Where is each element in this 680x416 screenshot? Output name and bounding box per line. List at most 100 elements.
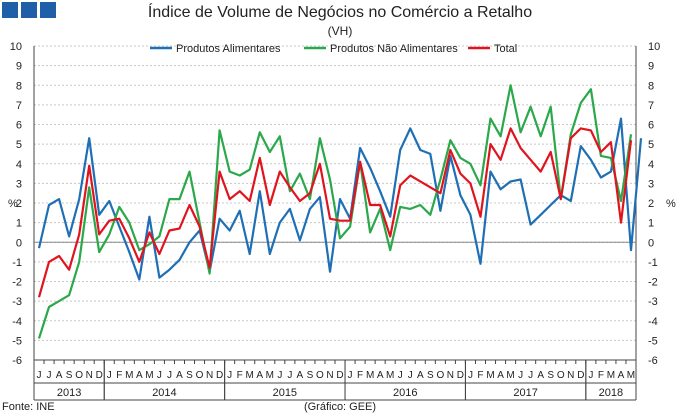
y-tick-label-right: 0 [648,237,654,249]
x-tick-label: J [348,370,353,381]
year-label: 2013 [57,387,81,399]
x-tick-label: N [86,370,93,381]
y-tick-label-right: 3 [648,178,654,190]
x-tick-label: S [307,370,314,381]
x-tick-label: N [326,370,333,381]
y-tick-label-right: 6 [648,120,654,132]
x-tick-label: A [256,370,263,381]
x-tick-label: A [377,370,384,381]
x-tick-label: J [408,370,413,381]
y-tick-label-right: 7 [648,100,654,112]
x-tick-label: M [386,370,394,381]
y-tick-label-left: -1 [12,257,22,269]
x-tick-label: O [316,370,324,381]
x-tick-label: S [427,370,434,381]
x-tick-label: M [506,370,514,381]
x-tick-label: M [366,370,374,381]
y-tick-label-right: -2 [648,277,658,289]
y-tick-label-left: -5 [12,335,22,347]
x-tick-label: J [468,370,473,381]
x-tick-label: M [246,370,254,381]
x-tick-label: J [47,370,52,381]
x-tick-label: F [357,370,363,381]
x-tick-label: A [497,370,504,381]
y-tick-label-left: 4 [16,159,22,171]
header-square [2,2,18,18]
y-tick-label-right: 10 [648,41,660,53]
y-tick-label-right: 9 [648,61,654,73]
y-tick-label-left: 0 [16,237,22,249]
legend-label-alimentares: Produtos Alimentares [176,43,281,55]
chart-title: Índice de Volume de Negócios no Comércio… [147,4,533,21]
header-square [21,2,37,18]
x-tick-label: A [176,370,183,381]
y-tick-label-left: -6 [12,355,22,367]
y-tick-label-left: 2 [16,198,22,210]
header-squares [2,2,59,18]
x-tick-label: F [477,370,483,381]
y-tick-label-right: -4 [648,316,658,328]
x-tick-label: N [447,370,454,381]
x-tick-label: F [598,370,604,381]
x-tick-label: A [136,370,143,381]
x-tick-label: J [227,370,232,381]
x-tick-label: M [607,370,615,381]
source-note: Fonte: INE [2,401,55,413]
x-tick-label: A [417,370,424,381]
x-tick-label: J [277,370,282,381]
legend-label-nao_alimentares: Produtos Não Alimentares [330,43,458,55]
x-tick-label: M [266,370,274,381]
y-tick-label-right: 8 [648,80,654,92]
x-tick-label: M [125,370,133,381]
y-tick-label-left: 10 [10,41,22,53]
x-tick-label: J [588,370,593,381]
legend-label-total: Total [494,43,517,55]
x-tick-label: A [297,370,304,381]
year-label: 2014 [152,387,176,399]
x-tick-label: A [618,370,625,381]
x-tick-label: N [206,370,213,381]
y-axis-label-right: % [666,198,676,210]
y-tick-label-left: 7 [16,100,22,112]
x-tick-label: O [196,370,204,381]
x-tick-label: A [537,370,544,381]
x-tick-label: M [486,370,494,381]
y-tick-label-left: 8 [16,80,22,92]
y-tick-label-right: -6 [648,355,658,367]
x-tick-label: S [547,370,554,381]
x-tick-label: D [457,370,464,381]
y-tick-label-left: 9 [16,61,22,73]
year-label: 2016 [393,387,417,399]
series-line-total [37,127,633,298]
x-tick-label: A [56,370,63,381]
x-tick-label: M [145,370,153,381]
x-tick-label: F [116,370,122,381]
y-axis-label-left: % [8,198,18,210]
y-tick-label-left: 6 [16,120,22,132]
x-tick-label: D [96,370,103,381]
y-tick-label-right: 1 [648,218,654,230]
y-tick-label-right: -3 [648,296,658,308]
y-tick-label-right: -1 [648,257,658,269]
y-tick-label-left: 5 [16,139,22,151]
x-tick-label: J [37,370,42,381]
x-tick-label: D [577,370,584,381]
x-tick-label: S [186,370,193,381]
year-label: 2017 [513,387,537,399]
x-tick-label: F [237,370,243,381]
y-tick-label-right: 2 [648,198,654,210]
series-line-nao_alimentares [37,84,633,339]
y-tick-label-left: -3 [12,296,22,308]
y-tick-label-left: 3 [16,178,22,190]
x-tick-label: J [518,370,523,381]
x-tick-label: M [627,370,635,381]
chart-credit: (Gráfico: GEE) [303,401,377,413]
x-tick-label: J [107,370,112,381]
x-tick-label: J [287,370,292,381]
y-tick-label-left: 1 [16,218,22,230]
y-tick-label-right: -5 [648,335,658,347]
x-tick-label: O [557,370,565,381]
x-tick-label: J [398,370,403,381]
y-tick-label-right: 5 [648,139,654,151]
